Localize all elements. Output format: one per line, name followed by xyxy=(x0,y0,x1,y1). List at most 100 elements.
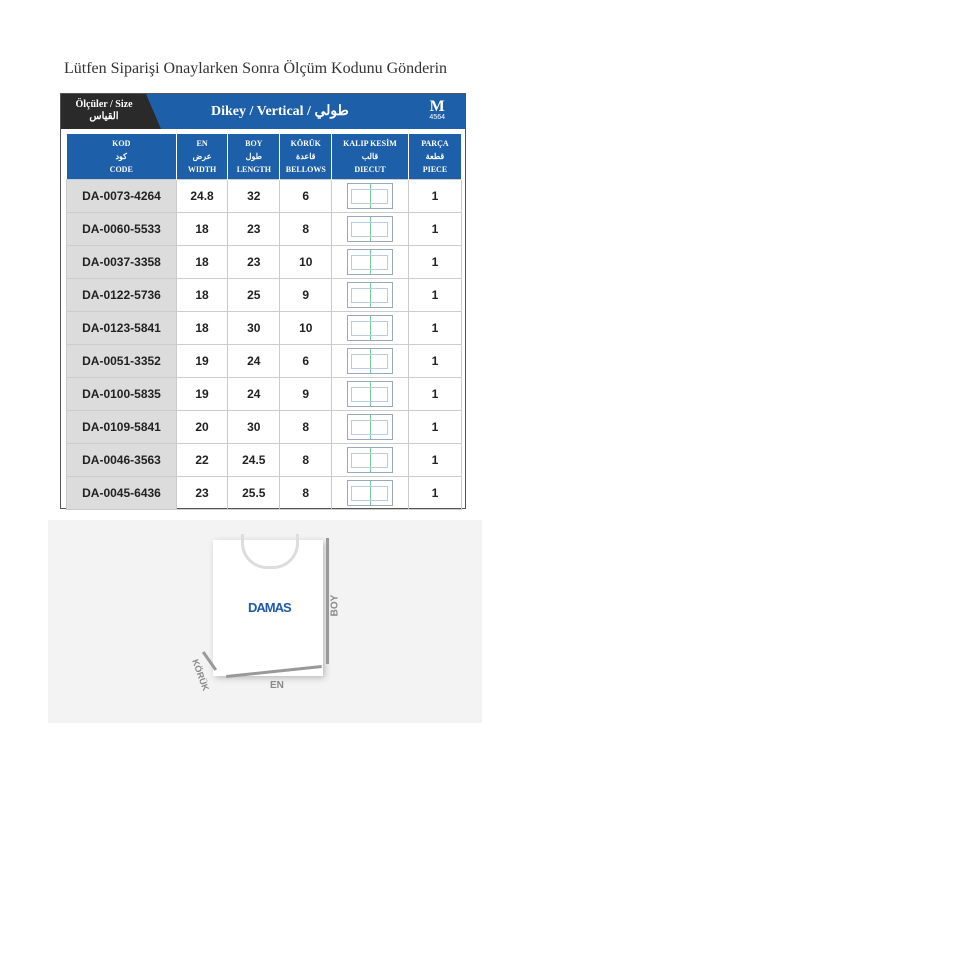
column-header-ar: قاعدة xyxy=(296,152,316,161)
diecut-icon xyxy=(346,348,393,374)
length-cell: 23 xyxy=(227,212,281,246)
code-cell: DA-0100-5835 xyxy=(66,377,177,411)
orientation-title: Dikey / Vertical / طولي xyxy=(211,104,349,119)
table-row: DA-0037-3358 18 23 10 1 xyxy=(66,245,463,279)
diecut-icon xyxy=(346,249,393,275)
bellows-cell: 8 xyxy=(279,476,333,510)
table-row: DA-0060-5533 18 23 8 1 xyxy=(66,212,463,246)
damas-logo: DAMAS xyxy=(248,600,292,615)
diecut-icon xyxy=(346,315,393,341)
code-cell: DA-0122-5736 xyxy=(66,278,177,312)
size-tab: Ölçüler / Size القياس xyxy=(61,94,161,129)
column-header-tr: EN xyxy=(196,139,208,148)
length-cell: 25.5 xyxy=(227,476,281,510)
koruk-label: KÖRÜK xyxy=(190,657,211,693)
column-header-tr: KALIP KESİM xyxy=(343,139,397,148)
width-cell: 23 xyxy=(175,476,229,510)
length-cell: 30 xyxy=(227,410,281,444)
diecut-icon xyxy=(346,480,393,506)
code-cell: DA-0046-3563 xyxy=(66,443,177,477)
bellows-cell: 10 xyxy=(279,311,333,345)
column-header: KÖRÜK قاعدة BELLOWS xyxy=(279,134,333,180)
column-header-ar: كود xyxy=(115,152,127,161)
width-cell: 18 xyxy=(175,212,229,246)
length-cell: 24 xyxy=(227,344,281,378)
column-header-ar: قالب xyxy=(361,152,379,161)
bag-image: DAMAS xyxy=(213,534,323,676)
diecut-cell xyxy=(331,410,409,444)
size-label-ar: القياس xyxy=(89,111,119,122)
code-cell: DA-0073-4264 xyxy=(66,179,177,213)
code-cell: DA-0109-5841 xyxy=(66,410,177,444)
piece-cell: 1 xyxy=(407,377,463,411)
bellows-cell: 9 xyxy=(279,278,333,312)
table-row: DA-0046-3563 22 24.5 8 1 xyxy=(66,443,463,477)
column-header: PARÇA قطعة PIECE xyxy=(408,134,463,180)
size-label: Ölçüler / Size xyxy=(75,99,133,110)
column-header-ar: قطعة xyxy=(425,152,445,161)
bag-handle xyxy=(241,534,299,569)
diecut-cell xyxy=(331,377,409,411)
column-header-tr: BOY xyxy=(245,139,263,148)
length-cell: 25 xyxy=(227,278,281,312)
column-header-en: BELLOWS xyxy=(285,165,326,174)
table-row: DA-0073-4264 24.8 32 6 1 xyxy=(66,179,463,213)
diecut-cell xyxy=(331,443,409,477)
table-row: DA-0109-5841 20 30 8 1 xyxy=(66,410,463,444)
column-header-tr: KÖRÜK xyxy=(290,139,321,148)
length-cell: 32 xyxy=(227,179,281,213)
length-cell: 23 xyxy=(227,245,281,279)
width-cell: 22 xyxy=(175,443,229,477)
piece-cell: 1 xyxy=(407,278,463,312)
width-cell: 18 xyxy=(175,311,229,345)
column-header-en: CODE xyxy=(109,165,133,174)
column-header-tr: PARÇA xyxy=(421,139,449,148)
bellows-cell: 6 xyxy=(279,179,333,213)
page-instruction: Lütfen Siparişi Onaylarken Sonra Ölçüm K… xyxy=(64,60,448,77)
piece-cell: 1 xyxy=(407,443,463,477)
code-cell: DA-0037-3358 xyxy=(66,245,177,279)
table-row: DA-0122-5736 18 25 9 1 xyxy=(66,278,463,312)
code-cell: DA-0060-5533 xyxy=(66,212,177,246)
table-row: DA-0100-5835 19 24 9 1 xyxy=(66,377,463,411)
bellows-cell: 8 xyxy=(279,443,333,477)
header-band: Ölçüler / Size القياس Dikey / Vertical /… xyxy=(61,94,465,129)
column-header-en: PIECE xyxy=(422,165,448,174)
diecut-cell xyxy=(331,476,409,510)
en-label: EN xyxy=(270,680,284,691)
bag-illustration: DAMAS BOY EN KÖRÜK xyxy=(48,520,482,723)
column-header-en: DIECUT xyxy=(354,165,386,174)
diecut-cell xyxy=(331,311,409,345)
diecut-cell xyxy=(331,179,409,213)
size-table: KOD كود CODE EN عرض WIDTH BOY طول LENGTH KÖRÜK قاع… xyxy=(66,134,463,510)
diecut-icon xyxy=(346,414,393,440)
column-header: BOY طول LENGTH xyxy=(227,134,281,180)
column-header: EN عرض WIDTH xyxy=(176,134,229,180)
piece-cell: 1 xyxy=(407,212,463,246)
model-code: 4564 xyxy=(429,114,445,121)
width-cell: 19 xyxy=(175,344,229,378)
column-header: KALIP KESİM قالب DIECUT xyxy=(331,134,409,180)
column-header-en: WIDTH xyxy=(187,165,217,174)
boy-dimension-line xyxy=(326,538,329,664)
piece-cell: 1 xyxy=(407,245,463,279)
diecut-cell xyxy=(331,245,409,279)
diecut-cell xyxy=(331,278,409,312)
piece-cell: 1 xyxy=(407,179,463,213)
bellows-cell: 6 xyxy=(279,344,333,378)
column-header-en: LENGTH xyxy=(236,165,271,174)
width-cell: 19 xyxy=(175,377,229,411)
length-cell: 24 xyxy=(227,377,281,411)
table-row: DA-0051-3352 19 24 6 1 xyxy=(66,344,463,378)
table-row: DA-0123-5841 18 30 10 1 xyxy=(66,311,463,345)
diecut-icon xyxy=(346,447,393,473)
bellows-cell: 9 xyxy=(279,377,333,411)
size-table-card: Ölçüler / Size القياس Dikey / Vertical /… xyxy=(60,93,466,510)
column-header-ar: عرض xyxy=(192,152,212,161)
model-badge: M 4564 xyxy=(429,99,445,122)
width-cell: 18 xyxy=(175,245,229,279)
piece-cell: 1 xyxy=(407,311,463,345)
piece-cell: 1 xyxy=(407,476,463,510)
code-cell: DA-0045-6436 xyxy=(66,476,177,510)
code-cell: DA-0123-5841 xyxy=(66,311,177,345)
